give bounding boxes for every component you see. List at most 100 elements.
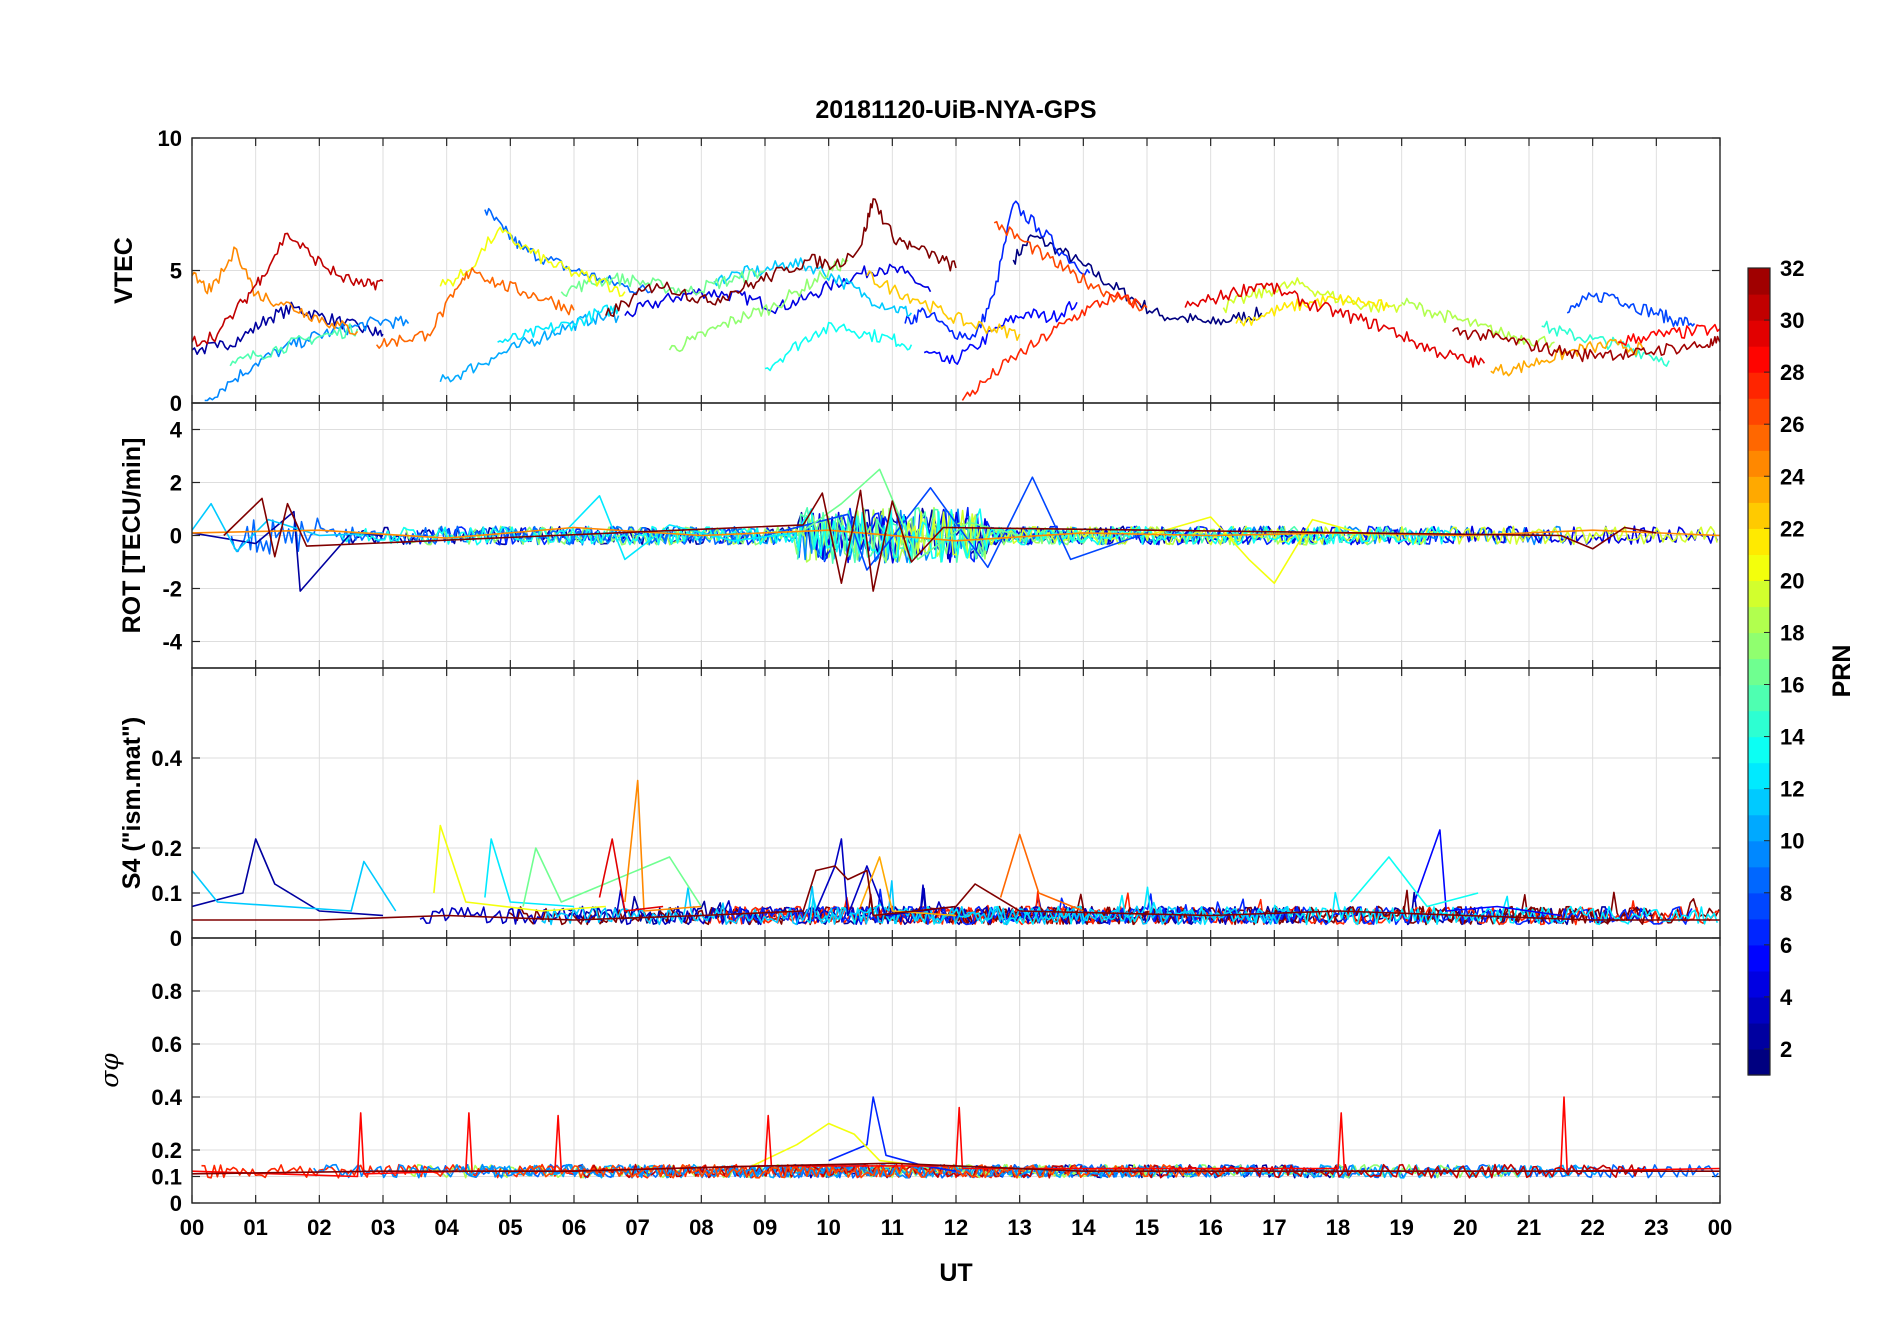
series-noise-line xyxy=(339,508,1459,564)
x-tick-label: 07 xyxy=(625,1215,649,1240)
colorbar-tick-label: 28 xyxy=(1780,360,1804,385)
series-line-prn-11 xyxy=(192,860,397,912)
series-line-prn-4 xyxy=(624,263,932,318)
y-tick-label: 0 xyxy=(170,524,182,549)
series-line-prn-29 xyxy=(598,838,664,912)
series-line-prn-20 xyxy=(1146,516,1371,584)
series-group xyxy=(192,1096,1720,1179)
colorbar-swatch xyxy=(1748,788,1770,816)
colorbar-swatch xyxy=(1748,476,1770,503)
series-group xyxy=(192,779,1720,926)
y-tick-label: 0.2 xyxy=(151,836,182,861)
series-line-prn-24 xyxy=(192,246,359,336)
series-line-prn-30 xyxy=(192,232,384,347)
colorbar-swatch xyxy=(1748,918,1770,946)
series-line-prn-22 xyxy=(866,270,1021,341)
colorbar-swatch xyxy=(1748,762,1770,790)
x-tick-label: 05 xyxy=(498,1215,522,1240)
y-tick-label: 0.4 xyxy=(151,1085,182,1110)
series-line-prn-18 xyxy=(1401,297,1555,349)
x-tick-label: 12 xyxy=(944,1215,968,1240)
y-tick-label: -4 xyxy=(162,630,182,655)
panel-s4: 0 0.1 0.2 0.4S4 ("ism.mat") xyxy=(118,667,1721,951)
colorbar-swatch xyxy=(1748,320,1770,347)
series-line-prn-6 xyxy=(904,200,1091,341)
series-line-prn-20 xyxy=(751,1122,925,1167)
x-tick-label: 03 xyxy=(371,1215,395,1240)
y-axis-label: VTEC xyxy=(110,237,138,304)
series-line-prn-26 xyxy=(993,220,1148,312)
y-tick-label: 10 xyxy=(158,126,182,151)
colorbar-swatch xyxy=(1748,580,1770,608)
colorbar-tick-label: 30 xyxy=(1780,308,1804,333)
colorbar-swatch xyxy=(1748,554,1770,581)
x-tick-label: 01 xyxy=(243,1215,267,1240)
x-tick-label: 16 xyxy=(1198,1215,1222,1240)
y-axis-label: σφ xyxy=(95,1053,124,1088)
colorbar-tick-label: 20 xyxy=(1780,568,1804,593)
y-tick-label: 0 xyxy=(170,391,182,416)
colorbar-swatch xyxy=(1748,866,1770,894)
colorbar-swatch xyxy=(1748,502,1770,529)
colorbar-tick-label: 16 xyxy=(1780,673,1804,698)
series-line-prn-17 xyxy=(668,258,849,353)
colorbar-swatch xyxy=(1748,892,1770,920)
colorbar-swatch xyxy=(1748,996,1770,1024)
y-tick-label: 4 xyxy=(170,418,183,443)
series-line-prn-2 xyxy=(192,838,384,917)
series-line-prn-31 xyxy=(1452,327,1720,363)
colorbar-tick-label: 6 xyxy=(1780,933,1792,958)
y-tick-label: 2 xyxy=(170,471,182,496)
figure-title: 20181120-UiB-NYA-GPS xyxy=(815,96,1096,124)
colorbar-tick-label: 12 xyxy=(1780,777,1804,802)
colorbar-swatch xyxy=(1748,268,1770,295)
x-tick-label: 20 xyxy=(1453,1215,1477,1240)
series-line-prn-2 xyxy=(192,301,384,355)
series-noise-line xyxy=(516,1164,1228,1179)
x-tick-label: 15 xyxy=(1135,1215,1159,1240)
y-tick-label: 0.4 xyxy=(151,746,182,771)
y-axis-label: S4 ("ism.mat") xyxy=(118,717,146,889)
colorbar-tick-label: 2 xyxy=(1780,1037,1792,1062)
colorbar-swatch xyxy=(1748,528,1770,555)
y-tick-label: 0.2 xyxy=(151,1138,182,1163)
x-tick-label: 04 xyxy=(434,1215,459,1240)
x-tick-label: 09 xyxy=(753,1215,777,1240)
x-tick-label: 00 xyxy=(180,1215,204,1240)
series-line-prn-24 xyxy=(624,779,702,912)
series-group xyxy=(192,468,1720,592)
series-line-prn-5 xyxy=(1413,829,1561,917)
series-line-prn-15 xyxy=(229,323,359,367)
colorbar-swatch xyxy=(1748,450,1770,477)
y-tick-label: 5 xyxy=(170,259,182,284)
series-line-prn-16 xyxy=(522,847,702,907)
x-tick-label: 00 xyxy=(1708,1215,1732,1240)
colorbar-tick-label: 24 xyxy=(1780,464,1805,489)
x-tick-label: 17 xyxy=(1262,1215,1286,1240)
x-tick-label: 14 xyxy=(1071,1215,1096,1240)
series-line-prn-16 xyxy=(796,468,1020,561)
series-line-prn-7 xyxy=(1566,292,1696,327)
colorbar-swatch xyxy=(1748,840,1770,868)
series-line-prn-13 xyxy=(764,321,913,372)
series-line-prn-32 xyxy=(192,1162,1720,1175)
axes-box xyxy=(191,937,1721,1204)
series-line-prn-32 xyxy=(605,198,957,317)
x-tick-label: 06 xyxy=(562,1215,586,1240)
series-line-prn-32 xyxy=(192,865,1720,921)
colorbar-swatch xyxy=(1748,398,1770,425)
colorbar-swatch xyxy=(1748,710,1770,738)
series-line-prn-11 xyxy=(192,502,384,553)
colorbar-tick-label: 18 xyxy=(1780,620,1804,645)
y-tick-label: 0.6 xyxy=(151,1032,182,1057)
x-tick-label: 13 xyxy=(1007,1215,1031,1240)
x-tick-label: 02 xyxy=(307,1215,331,1240)
y-tick-label: 0.8 xyxy=(151,979,182,1004)
series-noise-line xyxy=(313,1163,1158,1179)
y-tick-label: 0.1 xyxy=(151,881,182,906)
colorbar-tick-label: 26 xyxy=(1780,412,1804,437)
colorbar-frame xyxy=(1747,267,1771,1076)
colorbar-swatch xyxy=(1748,970,1770,998)
